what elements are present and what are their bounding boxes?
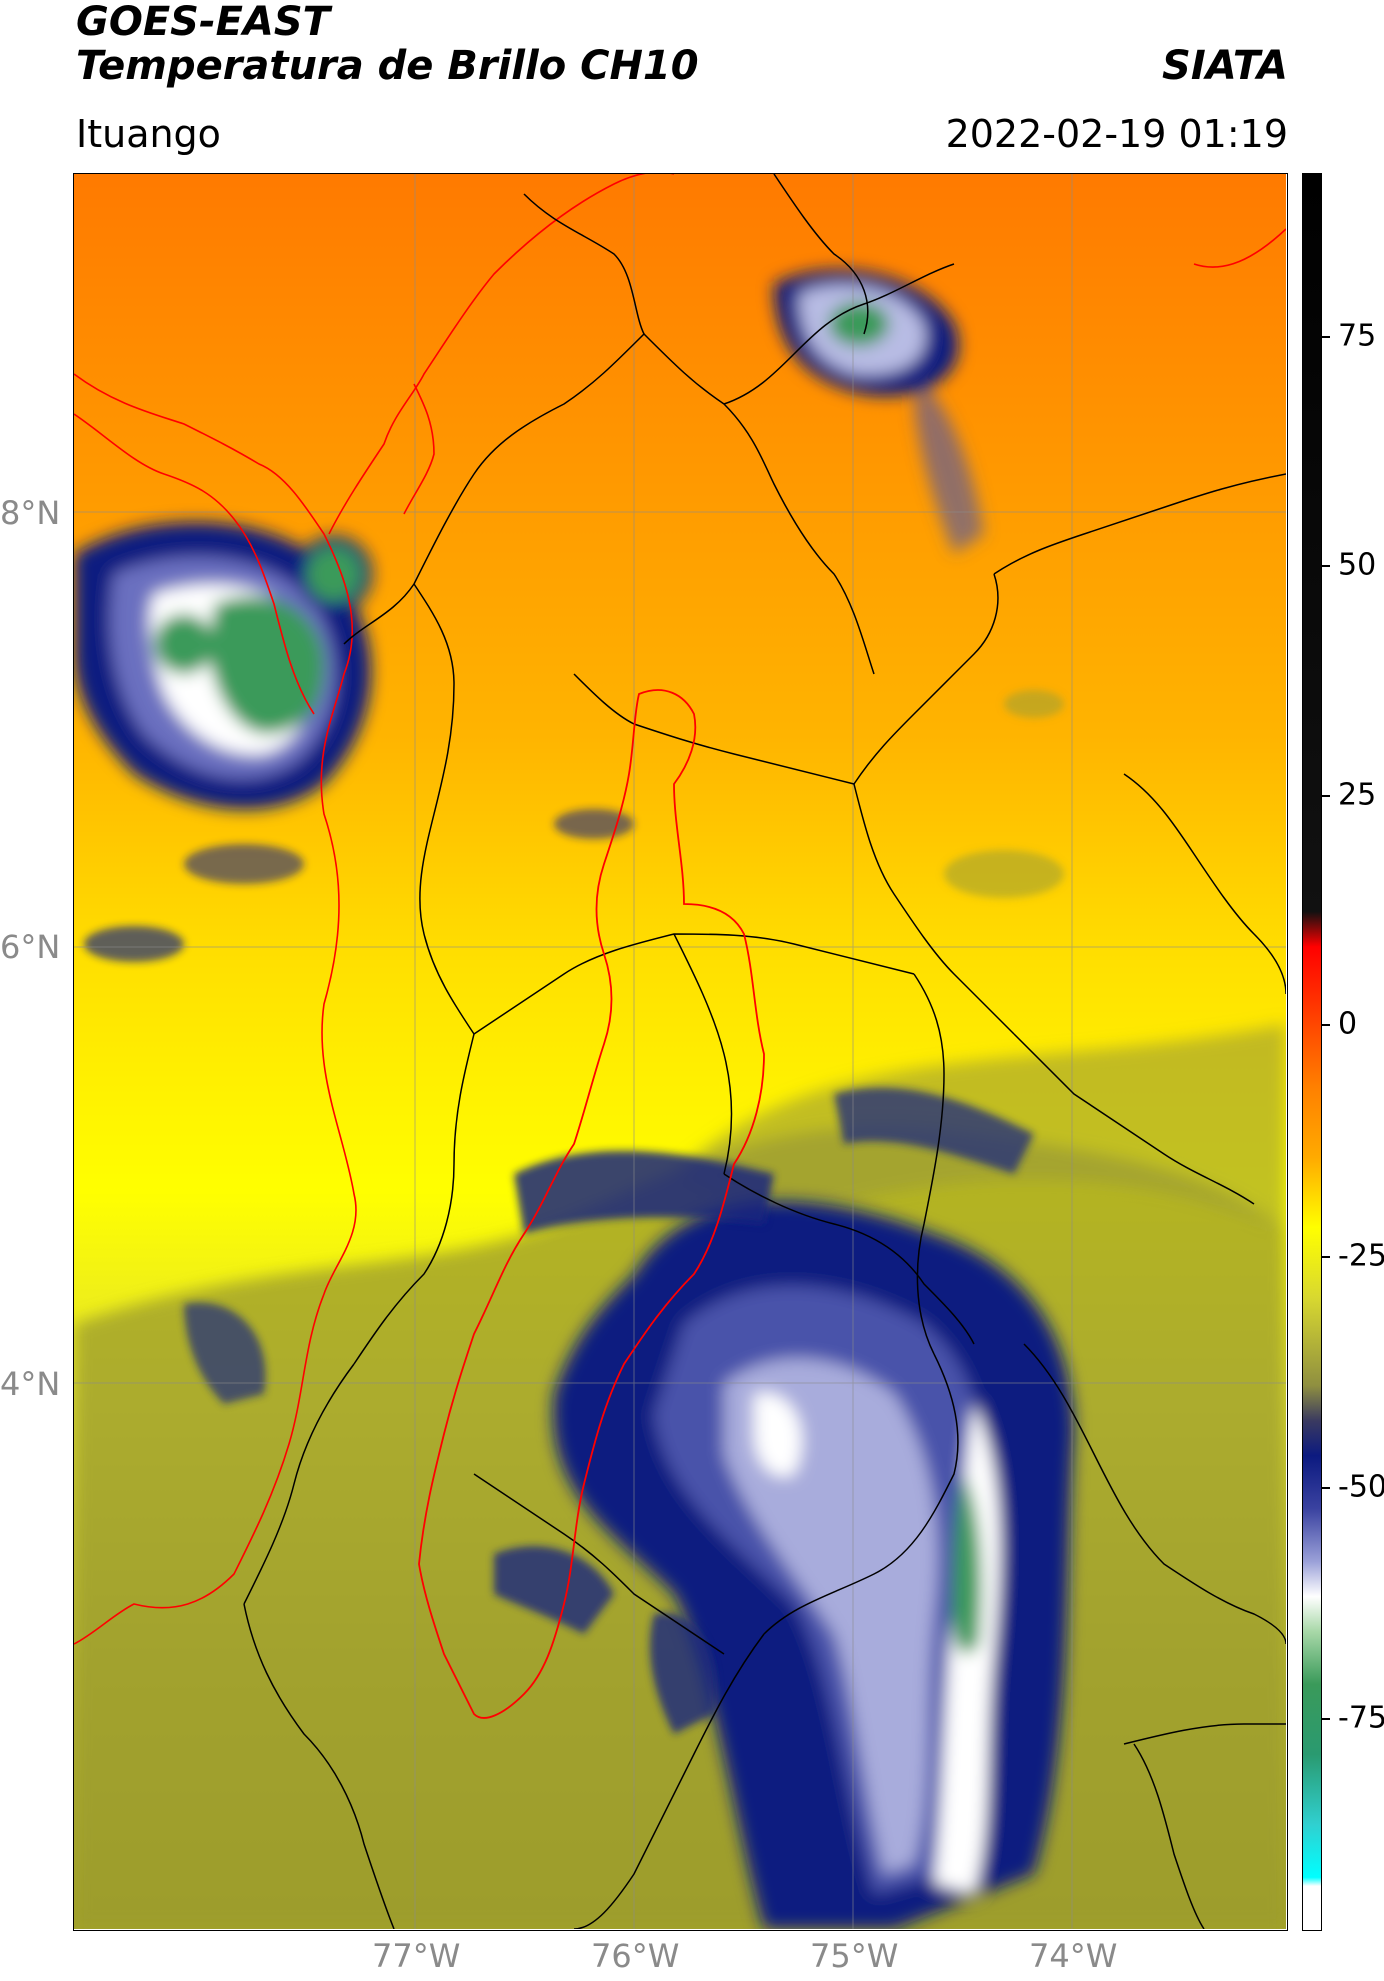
colorbar-label-75: 75 [1338, 318, 1377, 354]
timestamp-label: 2022-02-19 01:19 [945, 112, 1288, 156]
coastline [74, 174, 1286, 1645]
colorbar-tick-neg25 [1322, 1256, 1330, 1258]
colorbar-tick-25 [1322, 795, 1330, 797]
lat-label-6: 6°N [0, 928, 61, 966]
colorbar-tick-75 [1322, 336, 1330, 338]
colorbar-label-0: 0 [1338, 1006, 1358, 1042]
colorbar-label-neg25: -25 [1338, 1238, 1384, 1274]
title-satellite: GOES-EAST [76, 0, 330, 45]
lon-label-76: 76°W [591, 1937, 680, 1975]
lat-label-8: 8°N [0, 494, 61, 532]
colorbar-label-neg50: -50 [1338, 1469, 1384, 1505]
lon-label-77: 77°W [372, 1937, 461, 1975]
map-canvas [74, 174, 1286, 1929]
south-cloud-streaks [184, 1087, 1034, 1734]
colorbar-tick-neg75 [1322, 1718, 1330, 1720]
region-label: Ituango [76, 112, 221, 156]
gulf-coast [74, 383, 435, 715]
lon-label-75: 75°W [810, 1937, 899, 1975]
colorbar-tick-neg50 [1322, 1487, 1330, 1489]
colorbar-label-25: 25 [1338, 777, 1377, 813]
northwest-convective-cells [74, 521, 372, 810]
satellite-map [73, 173, 1288, 1931]
department-boundaries [243, 174, 1286, 1929]
colorbar-tick-0 [1322, 1024, 1330, 1026]
colorbar [1302, 173, 1322, 1931]
title-product: Temperatura de Brillo CH10 [76, 43, 699, 89]
lon-label-74: 74°W [1029, 1937, 1118, 1975]
title-organization: SIATA [1162, 43, 1288, 89]
colorbar-tick-50 [1322, 565, 1330, 567]
colorbar-label-50: 50 [1338, 547, 1377, 583]
scattered-cloud-patches [84, 690, 1064, 962]
lat-label-4: 4°N [0, 1365, 61, 1403]
ituango-basin-outline [418, 689, 765, 1719]
colorbar-label-neg75: -75 [1338, 1700, 1384, 1736]
